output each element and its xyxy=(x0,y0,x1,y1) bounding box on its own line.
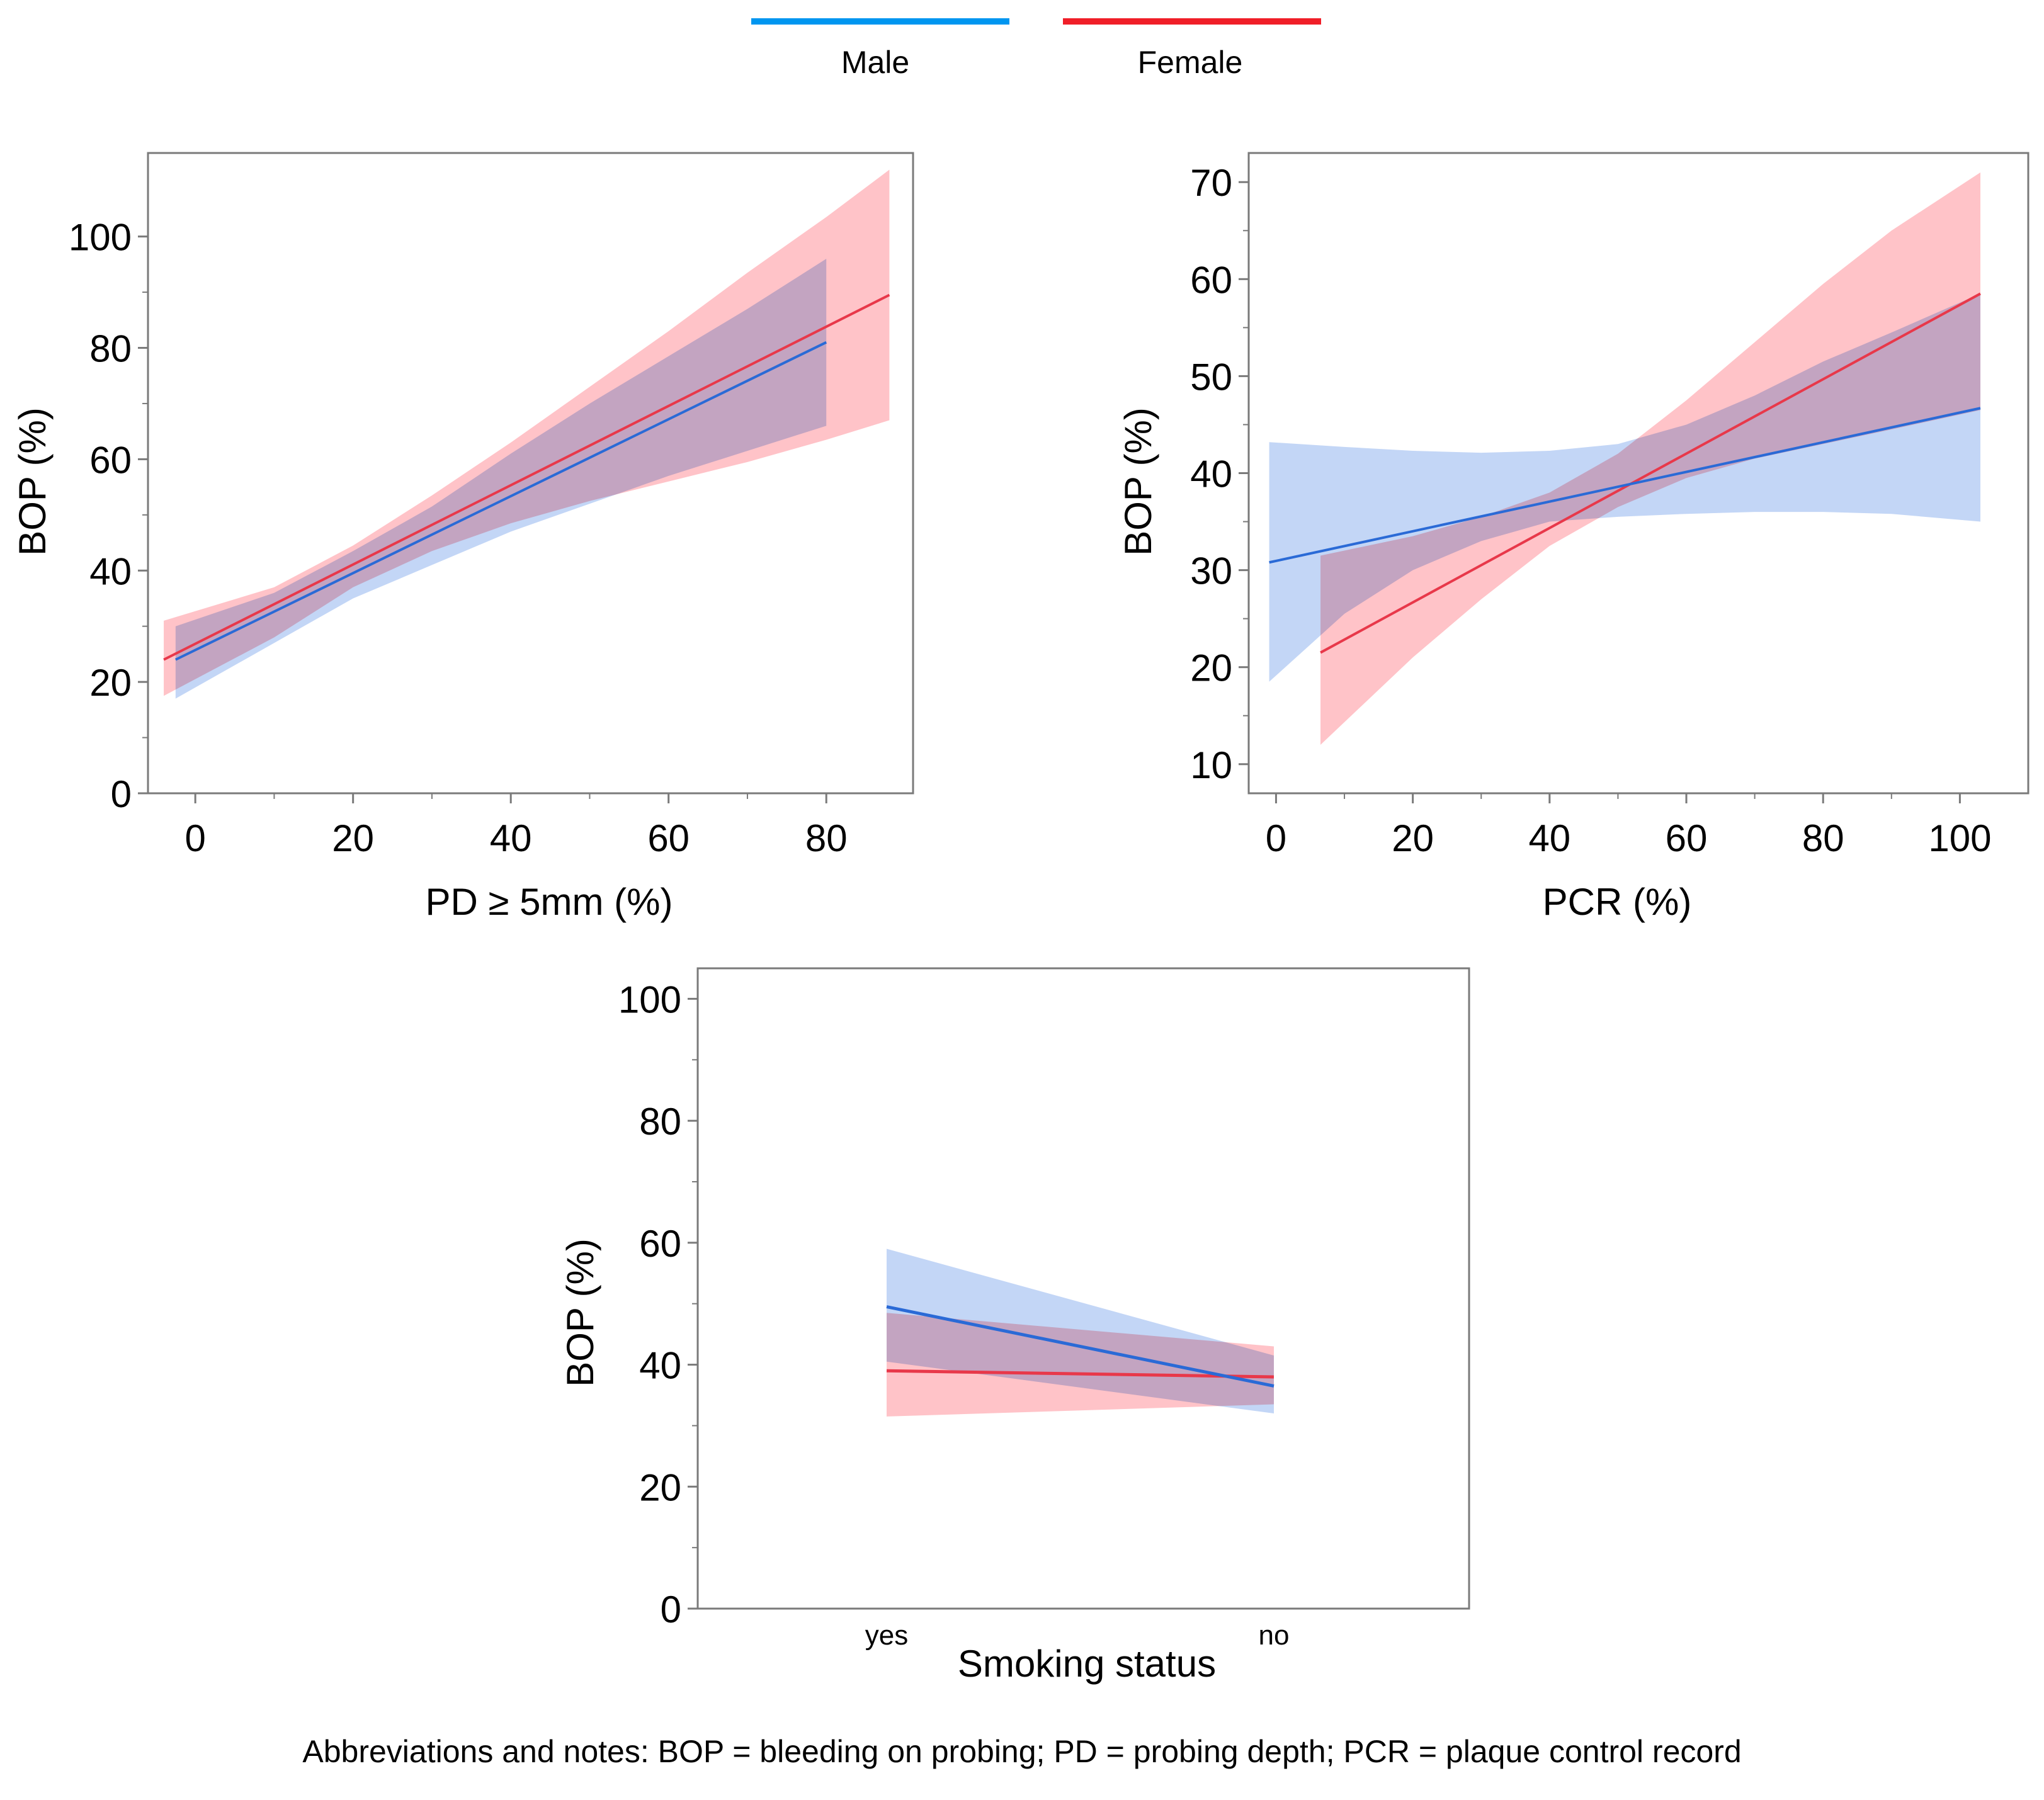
male-fit-line-smoking xyxy=(886,1305,1275,1388)
y-tick-label: 0 xyxy=(111,773,132,815)
female-confidence-band-smoking xyxy=(887,1313,1274,1417)
x-category-label: yes xyxy=(865,1620,908,1651)
y-tick-label: 80 xyxy=(639,1101,681,1143)
y-tick-label: 30 xyxy=(1190,550,1232,592)
y-tick-label: 40 xyxy=(1190,453,1232,495)
y-tick-label: 40 xyxy=(89,550,132,592)
male-fit-line-pd xyxy=(174,341,827,661)
footnote: Abbreviations and notes: BOP = bleeding … xyxy=(302,1734,1741,1769)
y-tick-label: 20 xyxy=(89,662,132,704)
x-tick-label: 0 xyxy=(1266,817,1286,859)
x-tick-label: 40 xyxy=(1528,817,1570,859)
y-axis-label-pcr: BOP (%) xyxy=(1117,407,1159,556)
chart-panel-pd: 0 20 40 60 80 100 0 20 40 60 80 PD ≥ 5mm (%) BOP … xyxy=(11,152,914,923)
plot-frame-pd xyxy=(147,152,914,795)
y-tick-label: 100 xyxy=(618,978,681,1021)
x-tick-label: 60 xyxy=(647,817,690,859)
female-fit-line-pcr xyxy=(1320,292,1981,654)
y-axis-label-smoking: BOP (%) xyxy=(559,1238,601,1387)
y-tick-label: 0 xyxy=(661,1588,681,1631)
y-tick-label: 60 xyxy=(1190,259,1232,301)
x-tick-label: 60 xyxy=(1666,817,1708,859)
x-tick-label: 20 xyxy=(332,817,374,859)
x-axis-label-pd: PD ≥ 5mm (%) xyxy=(426,881,673,923)
legend-female-label: Female xyxy=(1138,45,1243,80)
x-axis-label-pcr: PCR (%) xyxy=(1543,881,1692,923)
y-tick-label: 50 xyxy=(1190,356,1232,398)
x-tick-label: 100 xyxy=(1928,817,1991,859)
female-confidence-band-pcr xyxy=(1320,172,1980,745)
female-confidence-band-pd xyxy=(164,169,890,696)
chart-panel-pcr: 10 20 30 40 50 60 70 0 20 40 60 80 100 PCR (%) BOP … xyxy=(1117,152,2030,923)
legend: Male Female xyxy=(751,18,1321,80)
y-tick-label: 10 xyxy=(1190,744,1232,786)
y-tick-label: 80 xyxy=(89,328,132,370)
y-tick-label: 60 xyxy=(639,1223,681,1265)
female-fit-line-pd xyxy=(163,293,890,661)
y-tick-label: 40 xyxy=(639,1345,681,1387)
male-fit-line-pcr xyxy=(1269,407,1981,564)
x-tick-label: 20 xyxy=(1392,817,1434,859)
female-fit-line-smoking xyxy=(886,1369,1275,1379)
chart-panel-smoking: 0 20 40 60 80 100 yes no Smoking status BOP (%… xyxy=(559,967,1470,1685)
x-tick-label: 80 xyxy=(1802,817,1844,859)
y-tick-label: 60 xyxy=(89,439,132,481)
y-tick-label: 100 xyxy=(69,217,132,259)
x-category-label: no xyxy=(1259,1620,1290,1651)
x-axis-label-smoking: Smoking status xyxy=(958,1643,1216,1685)
y-tick-label: 20 xyxy=(639,1466,681,1508)
legend-male-label: Male xyxy=(841,45,909,80)
plot-frame-smoking xyxy=(696,967,1470,1610)
y-axis-label-pd: BOP (%) xyxy=(11,407,54,556)
x-tick-label: 0 xyxy=(185,817,205,859)
x-tick-label: 80 xyxy=(805,817,848,859)
y-tick-label: 70 xyxy=(1190,162,1232,204)
x-tick-label: 40 xyxy=(490,817,532,859)
y-tick-label: 20 xyxy=(1190,647,1232,689)
